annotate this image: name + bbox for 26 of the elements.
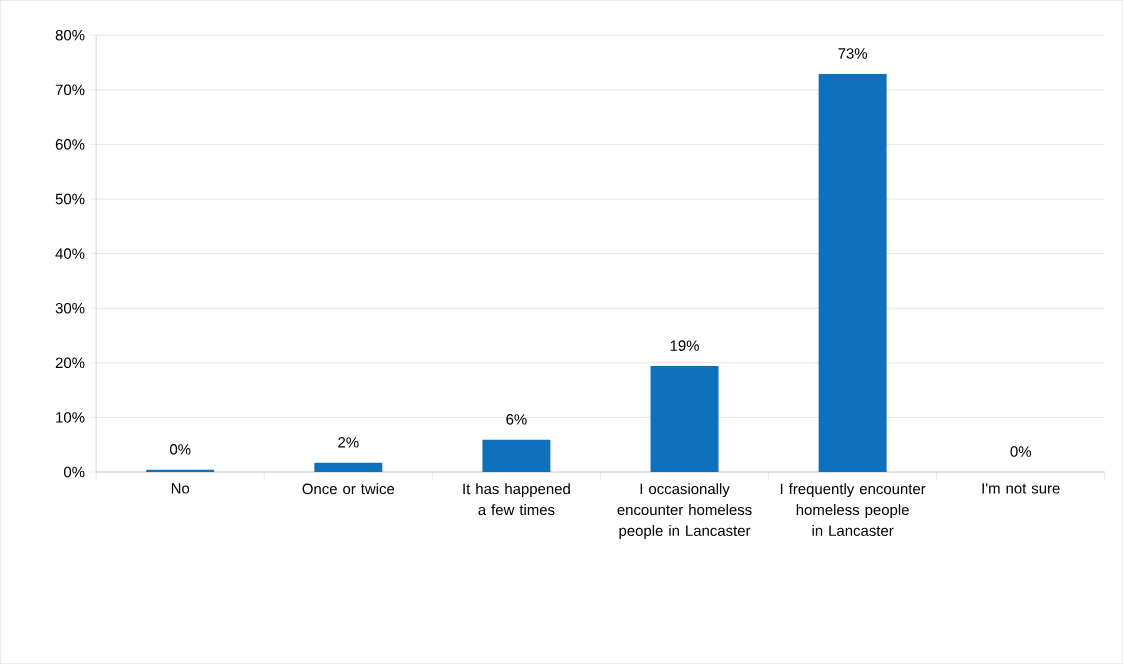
y-tick-label: 80% [55,29,85,41]
data-label: 73% [838,48,868,59]
data-label: 0% [1010,446,1031,457]
bar [818,73,887,472]
x-tick-label: It has happened a few times [463,483,570,515]
bar [314,462,383,472]
data-label: 2% [338,436,359,448]
y-tick-label: 40% [55,248,85,259]
y-tick-label: 70% [55,84,85,95]
y-tick-label: 10% [56,412,85,423]
data-label: 19% [670,340,699,351]
x-tick-label: I'm not sure [982,483,1060,494]
y-tick-label: 20% [55,357,85,369]
data-label: 0% [170,444,191,455]
y-tick-label: 0% [63,466,85,478]
x-tick-label: I occasionally encounter homeless people in Lancaster [617,483,752,539]
y-tick-label: 50% [55,193,85,205]
bar [650,366,719,472]
data-label: 6% [506,413,527,425]
x-tick-label: No [171,483,190,494]
y-tick-label: 30% [55,302,85,314]
x-tick-label: Once or twice [302,483,395,495]
bar [482,439,551,472]
x-tick-label: I frequently encounter homeless people in Lancaster [780,483,926,536]
bar [146,469,215,472]
y-tick-label: 60% [55,139,85,150]
